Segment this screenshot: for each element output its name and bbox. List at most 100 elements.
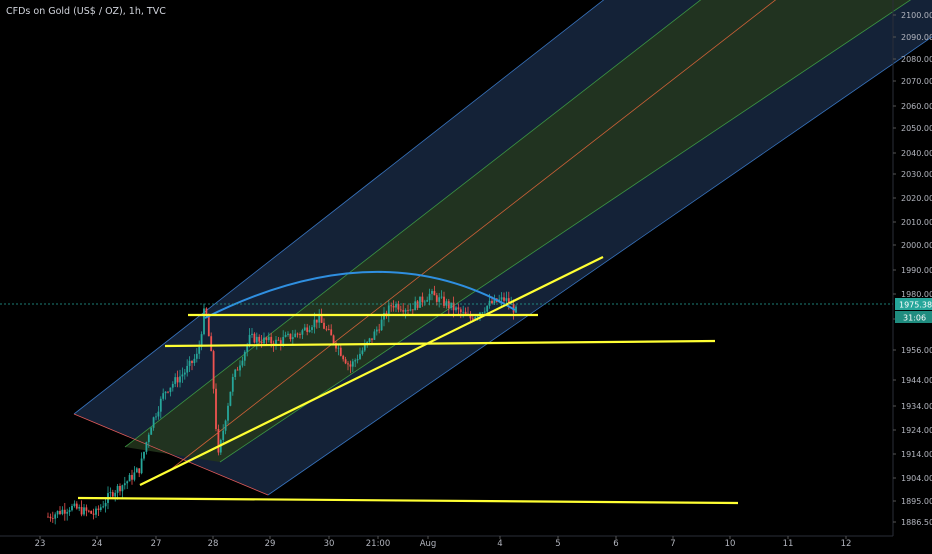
candle-body xyxy=(368,338,371,342)
y-tick-label: 2030.00 xyxy=(901,170,932,179)
candle-body xyxy=(68,510,71,512)
candle-body xyxy=(195,353,198,359)
candle-body xyxy=(469,314,472,319)
x-tick-label: 12 xyxy=(841,539,852,549)
candle-body xyxy=(186,365,189,373)
candle-body xyxy=(337,347,340,349)
candle-body xyxy=(347,363,349,365)
candle-body xyxy=(402,310,405,312)
candle-body xyxy=(505,298,508,301)
y-tick-label: 2070.00 xyxy=(901,77,932,86)
candle-body xyxy=(116,485,119,493)
candle-body xyxy=(289,333,292,340)
candle-body xyxy=(323,322,325,329)
candle-body xyxy=(435,295,438,302)
candle-body xyxy=(407,309,409,311)
candle-body xyxy=(49,516,52,519)
x-tick-label: 30 xyxy=(324,539,335,549)
y-tick-label: 1956.00 xyxy=(901,346,932,355)
candle-body xyxy=(411,309,414,311)
candle-body xyxy=(296,333,299,335)
candle-body xyxy=(143,451,145,459)
candle-body xyxy=(181,374,184,377)
candle-body xyxy=(395,304,397,308)
candle-body xyxy=(342,355,345,360)
candle-body xyxy=(371,338,373,340)
candle-body xyxy=(92,513,95,515)
candle-body xyxy=(438,297,441,302)
y-tick-label: 1934.00 xyxy=(901,402,932,411)
candle-body xyxy=(267,336,270,341)
candle-body xyxy=(320,315,323,323)
candle-body xyxy=(215,388,217,429)
candle-body xyxy=(428,293,431,301)
candle-body xyxy=(279,340,282,344)
candle-body xyxy=(138,468,141,474)
y-axis[interactable]: 2100.00 2090.00 2080.00 2070.00 2060.00 2050.… xyxy=(892,0,932,536)
y-tick-label: 2050.00 xyxy=(901,124,932,133)
support-line[interactable] xyxy=(164,339,716,348)
candle-body xyxy=(452,302,455,311)
channel-upper-inner-line[interactable] xyxy=(124,0,855,448)
candle-body xyxy=(433,291,436,296)
candle-body xyxy=(308,329,311,332)
candles xyxy=(47,285,517,525)
y-tick-label: 1904.00 xyxy=(901,474,932,483)
arc-drawing[interactable] xyxy=(204,270,516,319)
x-axis[interactable]: 23 24 27 28 29 30 21:00 Aug 4 5 6 7 10 11 12 xyxy=(0,535,893,549)
channel-upper-outer-line[interactable] xyxy=(73,0,757,415)
candle-body xyxy=(227,405,229,421)
lower-support-line[interactable] xyxy=(77,496,739,505)
rising-trendline[interactable] xyxy=(139,256,604,486)
channel-median-line[interactable] xyxy=(169,0,930,471)
candle-body xyxy=(80,507,83,515)
candle-body xyxy=(486,305,489,312)
candle-body xyxy=(169,387,172,393)
price-tag: 1975.38 31:06 xyxy=(895,298,932,323)
candle-body xyxy=(404,309,407,312)
y-tick-label: 2090.00 xyxy=(901,33,932,42)
candle-body xyxy=(176,377,179,383)
candle-body xyxy=(164,391,167,394)
candle-body xyxy=(363,344,366,351)
candle-body xyxy=(443,296,445,306)
channel-base-line[interactable] xyxy=(73,413,269,496)
candle-body xyxy=(75,503,78,509)
candle-body xyxy=(325,328,328,330)
candle-body xyxy=(51,518,54,519)
channel-lower-inner-line[interactable] xyxy=(219,0,932,463)
channel-lower-outer-line[interactable] xyxy=(267,0,932,496)
candle-body xyxy=(318,315,321,323)
candle-body xyxy=(349,364,352,367)
candle-body xyxy=(200,334,203,347)
candle-body xyxy=(198,346,201,354)
candle-body xyxy=(419,296,421,308)
candle-body xyxy=(488,300,491,306)
candle-body xyxy=(174,377,177,384)
candle-body xyxy=(188,360,191,366)
candle-body xyxy=(59,510,61,514)
candle-body xyxy=(159,398,162,412)
candle-body xyxy=(282,336,285,344)
candle-body xyxy=(287,333,289,335)
candle-body xyxy=(126,481,129,484)
pitchfork-channel[interactable] xyxy=(73,0,932,496)
x-tick-label: 21:00 xyxy=(366,539,391,549)
candle-body xyxy=(61,509,64,514)
candle-body xyxy=(131,474,133,480)
candle-body xyxy=(265,337,268,341)
candle-body xyxy=(450,302,453,308)
drawings[interactable] xyxy=(77,256,739,505)
candle-body xyxy=(47,516,49,518)
chart-title: CFDs on Gold (US$ / OZ), 1h, TVC xyxy=(6,6,166,17)
candle-body xyxy=(301,330,304,335)
candle-body xyxy=(251,333,253,335)
candle-body xyxy=(361,350,364,354)
y-tick-label: 1990.00 xyxy=(901,266,932,275)
candle-body xyxy=(315,319,318,323)
candle-body xyxy=(104,502,107,507)
candle-body xyxy=(387,305,390,316)
candle-body xyxy=(260,341,263,344)
